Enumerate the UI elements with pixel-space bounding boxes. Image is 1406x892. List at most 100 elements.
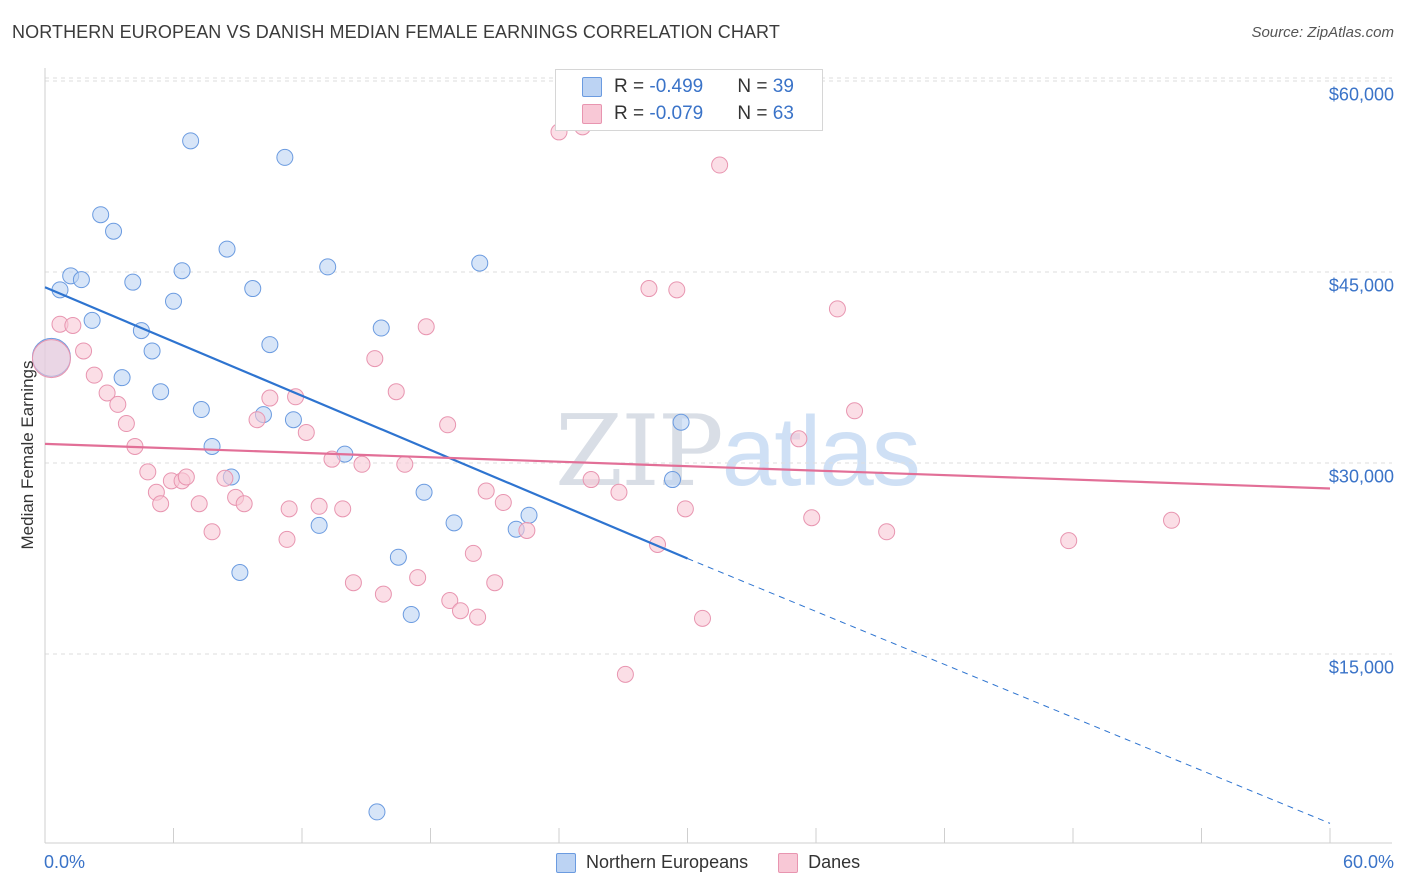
point-northern-european bbox=[244, 280, 262, 298]
point-dane bbox=[616, 665, 634, 683]
y-tick-60000: $60,000 bbox=[1328, 84, 1394, 105]
point-northern-european bbox=[182, 132, 200, 150]
point-dane bbox=[235, 495, 253, 513]
point-dane bbox=[441, 592, 459, 610]
point-dane bbox=[790, 430, 808, 448]
point-northern-european bbox=[284, 411, 302, 429]
point-dane bbox=[98, 384, 116, 402]
point-dane bbox=[203, 523, 221, 541]
legend-r-label: R = bbox=[614, 76, 650, 97]
point-dane bbox=[64, 316, 82, 334]
point-northern-european bbox=[368, 803, 386, 821]
point-dane bbox=[310, 497, 328, 515]
legend-row-danes: R = -0.079 N = 63 bbox=[582, 102, 794, 126]
chart-title: NORTHERN EUROPEAN VS DANISH MEDIAN FEMAL… bbox=[12, 22, 780, 42]
y-axis-label: Median Female Earnings bbox=[18, 360, 37, 550]
point-dane bbox=[417, 318, 435, 336]
point-dane bbox=[668, 281, 686, 299]
point-northern-european bbox=[319, 258, 337, 276]
point-dane bbox=[518, 521, 536, 539]
point-northern-european bbox=[113, 369, 131, 387]
x-tick-min: 0.0% bbox=[44, 852, 86, 872]
point-dane bbox=[297, 423, 315, 441]
point-northern-european bbox=[402, 606, 420, 624]
x-tick-max: 60.0% bbox=[1342, 852, 1394, 872]
watermark: ZIPatlas bbox=[555, 395, 921, 509]
point-northern-european bbox=[203, 437, 221, 455]
point-northern-european bbox=[415, 483, 433, 501]
point-dane bbox=[676, 500, 694, 518]
y-tick-30000: $30,000 bbox=[1328, 466, 1394, 487]
y-tick-15000: $15,000 bbox=[1328, 657, 1394, 678]
point-northern-european bbox=[664, 471, 682, 489]
point-northern-european bbox=[231, 564, 249, 582]
legend-label-danes: Danes bbox=[808, 852, 861, 872]
y-tick-45000: $45,000 bbox=[1328, 275, 1394, 296]
point-northern-european bbox=[192, 401, 210, 419]
point-dane bbox=[139, 463, 157, 481]
point-northern-european bbox=[276, 148, 294, 166]
point-northern-european bbox=[372, 319, 390, 337]
point-dane bbox=[117, 415, 135, 433]
point-dane bbox=[693, 609, 711, 627]
legend-swatch-northern-europeans bbox=[556, 852, 576, 873]
point-northern-european bbox=[520, 506, 538, 524]
point-dane bbox=[451, 602, 469, 620]
point-northern-european bbox=[218, 240, 236, 258]
trendline-northern-europeans bbox=[44, 286, 688, 560]
point-northern-european bbox=[445, 514, 463, 532]
point-dane bbox=[409, 569, 427, 587]
point-dane bbox=[261, 389, 279, 407]
watermark-atlas: atlas bbox=[721, 396, 921, 506]
point-dane bbox=[177, 468, 195, 486]
legend-swatch-danes bbox=[778, 852, 799, 873]
point-dane bbox=[31, 339, 71, 379]
point-dane bbox=[464, 544, 482, 562]
point-dane bbox=[477, 482, 495, 500]
point-dane bbox=[374, 585, 392, 603]
legend-n-value: 39 bbox=[772, 76, 794, 97]
point-dane bbox=[846, 402, 864, 420]
point-northern-european bbox=[173, 262, 191, 280]
series-legend: Northern Europeans Danes bbox=[556, 852, 860, 873]
point-dane bbox=[803, 509, 821, 527]
blue-swatch bbox=[582, 77, 602, 97]
point-dane bbox=[582, 471, 600, 489]
point-dane bbox=[190, 495, 208, 513]
point-dane bbox=[1060, 532, 1078, 550]
trendline-northern-europeans-extension bbox=[687, 558, 1331, 824]
point-dane bbox=[640, 280, 658, 298]
point-dane bbox=[152, 495, 170, 513]
legend-r-label: R = bbox=[614, 103, 650, 124]
legend-label-northern-europeans: Northern Europeans bbox=[586, 852, 749, 872]
point-dane bbox=[828, 300, 846, 318]
legend-n-label: N = bbox=[737, 103, 773, 124]
point-dane bbox=[109, 395, 127, 413]
point-northern-european bbox=[310, 516, 328, 534]
point-dane bbox=[711, 156, 729, 174]
point-dane bbox=[353, 455, 371, 473]
point-dane bbox=[85, 366, 103, 384]
point-northern-european bbox=[124, 273, 142, 291]
point-northern-european bbox=[152, 383, 170, 401]
point-northern-european bbox=[92, 206, 110, 224]
point-northern-european bbox=[72, 271, 90, 289]
point-dane bbox=[1163, 511, 1181, 529]
pink-swatch bbox=[582, 104, 602, 124]
point-dane bbox=[334, 500, 352, 518]
point-dane bbox=[396, 455, 414, 473]
point-dane bbox=[344, 574, 362, 592]
point-northern-european bbox=[143, 342, 161, 360]
point-dane bbox=[248, 411, 266, 429]
point-dane bbox=[75, 342, 93, 360]
point-northern-european bbox=[105, 222, 123, 240]
point-northern-european bbox=[261, 336, 279, 354]
point-northern-european bbox=[389, 548, 407, 566]
point-northern-european bbox=[471, 254, 489, 272]
point-northern-european bbox=[83, 311, 101, 329]
source-label: Source: ZipAtlas.com bbox=[1251, 24, 1394, 41]
legend-n-value: 63 bbox=[772, 103, 794, 124]
point-dane bbox=[323, 450, 341, 468]
trendline-danes bbox=[44, 442, 1331, 490]
